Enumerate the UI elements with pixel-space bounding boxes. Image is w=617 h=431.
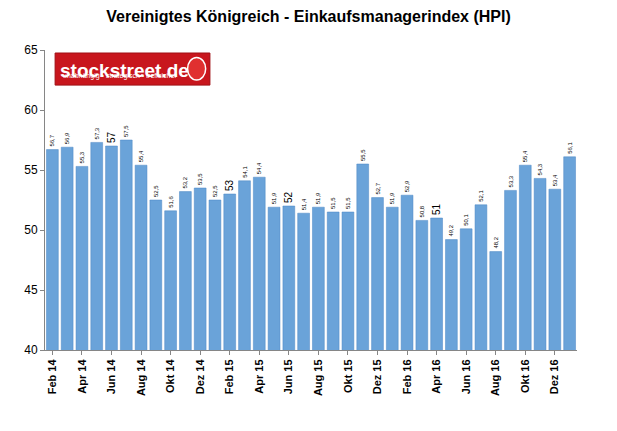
svg-text:55,4: 55,4 bbox=[138, 150, 144, 162]
svg-text:51,5: 51,5 bbox=[345, 197, 351, 209]
svg-text:45: 45 bbox=[24, 283, 38, 297]
svg-text:Dez 14: Dez 14 bbox=[194, 359, 206, 395]
svg-text:57,3: 57,3 bbox=[94, 127, 100, 139]
svg-text:51: 51 bbox=[431, 203, 442, 215]
svg-text:52,7: 52,7 bbox=[375, 183, 381, 195]
svg-text:Feb 15: Feb 15 bbox=[223, 359, 235, 394]
svg-text:51,9: 51,9 bbox=[271, 192, 277, 204]
svg-text:51,5: 51,5 bbox=[330, 197, 336, 209]
svg-text:52,5: 52,5 bbox=[212, 185, 218, 197]
svg-text:54,4: 54,4 bbox=[256, 162, 262, 174]
svg-text:Dez 16: Dez 16 bbox=[548, 359, 560, 394]
svg-text:54,3: 54,3 bbox=[537, 163, 543, 175]
svg-text:50: 50 bbox=[24, 223, 38, 237]
svg-text:Jun 14: Jun 14 bbox=[105, 359, 117, 395]
svg-text:52: 52 bbox=[283, 191, 294, 203]
svg-text:51,4: 51,4 bbox=[301, 198, 307, 210]
svg-text:49,2: 49,2 bbox=[448, 225, 454, 237]
svg-text:55,3: 55,3 bbox=[79, 151, 85, 163]
svg-text:55,5: 55,5 bbox=[360, 149, 366, 161]
svg-text:60: 60 bbox=[24, 103, 38, 117]
svg-text:Aug 14: Aug 14 bbox=[135, 359, 147, 397]
svg-text:Aug 15: Aug 15 bbox=[312, 359, 324, 396]
svg-text:52,5: 52,5 bbox=[153, 185, 159, 197]
svg-text:53,4: 53,4 bbox=[552, 174, 558, 186]
svg-text:53,2: 53,2 bbox=[182, 177, 188, 189]
svg-text:Apr 16: Apr 16 bbox=[430, 359, 442, 393]
svg-text:51,6: 51,6 bbox=[168, 196, 174, 208]
svg-text:56,9: 56,9 bbox=[64, 132, 70, 144]
svg-text:51,9: 51,9 bbox=[389, 192, 395, 204]
svg-text:Okt 15: Okt 15 bbox=[342, 359, 354, 393]
svg-text:65: 65 bbox=[24, 43, 38, 57]
svg-text:50,1: 50,1 bbox=[463, 214, 469, 226]
svg-text:Vereinigtes Königreich - Einka: Vereinigtes Königreich - Einkaufsmanager… bbox=[106, 8, 511, 25]
svg-text:57,5: 57,5 bbox=[123, 125, 129, 137]
svg-text:Jun 16: Jun 16 bbox=[460, 359, 472, 394]
svg-text:55,4: 55,4 bbox=[522, 150, 528, 162]
svg-text:54,1: 54,1 bbox=[242, 166, 248, 178]
svg-text:Apr 14: Apr 14 bbox=[76, 359, 88, 394]
svg-text:53,5: 53,5 bbox=[197, 173, 203, 185]
svg-text:stockstreet.de: stockstreet.de bbox=[60, 60, 189, 81]
svg-text:52,9: 52,9 bbox=[404, 180, 410, 192]
svg-text:Okt 14: Okt 14 bbox=[164, 359, 176, 394]
svg-text:55: 55 bbox=[24, 163, 38, 177]
svg-text:53,3: 53,3 bbox=[508, 175, 514, 187]
svg-text:Okt 16: Okt 16 bbox=[519, 359, 531, 393]
svg-text:Apr 15: Apr 15 bbox=[253, 359, 265, 393]
svg-text:Feb 14: Feb 14 bbox=[46, 359, 58, 395]
svg-text:Feb 16: Feb 16 bbox=[401, 359, 413, 394]
svg-text:52,1: 52,1 bbox=[478, 190, 484, 202]
svg-text:50,8: 50,8 bbox=[419, 205, 425, 217]
svg-text:40: 40 bbox=[24, 343, 38, 357]
svg-text:Aug 16: Aug 16 bbox=[489, 359, 501, 396]
svg-text:53: 53 bbox=[224, 179, 235, 191]
svg-text:48,2: 48,2 bbox=[493, 237, 499, 249]
svg-text:51,9: 51,9 bbox=[315, 192, 321, 204]
svg-text:57: 57 bbox=[106, 131, 117, 143]
svg-text:unabhängig • strategisch • tre: unabhängig • strategisch • treffsicher bbox=[63, 72, 177, 80]
svg-text:56,1: 56,1 bbox=[567, 142, 573, 154]
svg-text:56,7: 56,7 bbox=[49, 135, 55, 147]
svg-text:Jun 15: Jun 15 bbox=[282, 359, 294, 394]
svg-text:Dez 15: Dez 15 bbox=[371, 359, 383, 394]
